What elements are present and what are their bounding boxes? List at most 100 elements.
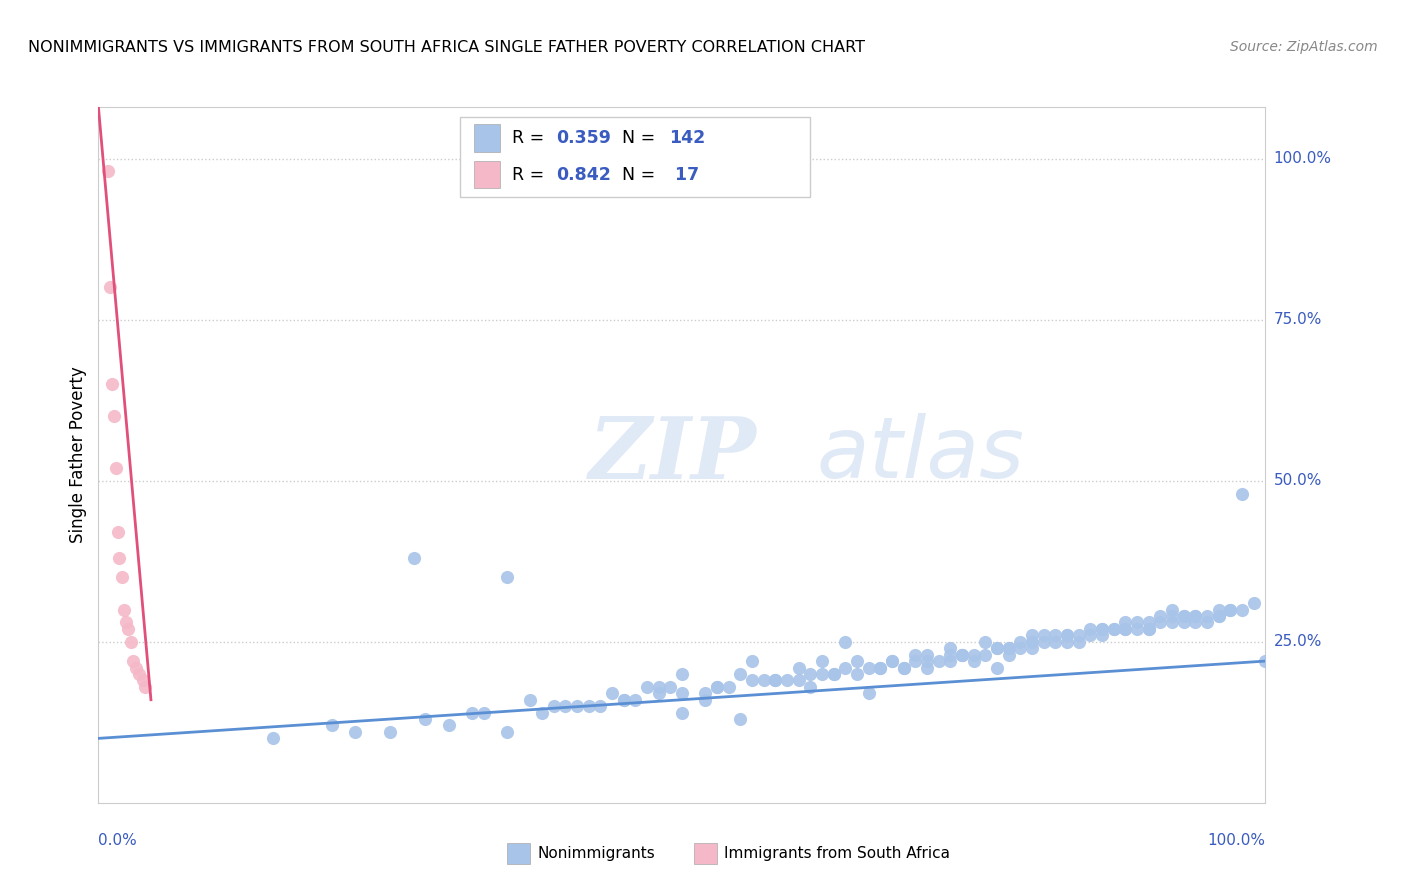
Point <box>1091 628 1114 642</box>
Point <box>1243 596 1265 610</box>
Point <box>1056 628 1078 642</box>
Point <box>1056 634 1078 648</box>
Point <box>1126 622 1149 636</box>
Point <box>1161 609 1184 624</box>
Point <box>1184 615 1206 630</box>
Point <box>1173 615 1195 630</box>
Point <box>695 686 717 700</box>
Point <box>115 615 138 630</box>
Point <box>869 660 891 674</box>
Point <box>496 570 519 584</box>
Point <box>671 686 693 700</box>
Point <box>1219 602 1241 616</box>
Point <box>647 680 669 694</box>
Point <box>939 648 962 662</box>
Point <box>1091 622 1114 636</box>
Point <box>974 648 997 662</box>
Point <box>496 725 519 739</box>
Point <box>986 641 1008 656</box>
Point <box>915 654 938 668</box>
Point <box>543 699 565 714</box>
Point <box>120 634 142 648</box>
Point <box>1102 622 1125 636</box>
Text: 142: 142 <box>669 129 706 147</box>
Point <box>823 667 845 681</box>
Point <box>904 648 927 662</box>
Point <box>823 667 845 681</box>
Point <box>1230 486 1253 500</box>
Point <box>112 602 135 616</box>
Point <box>613 692 636 706</box>
Point <box>1184 609 1206 624</box>
Point <box>554 699 576 714</box>
Point <box>413 712 436 726</box>
Point <box>939 654 962 668</box>
Point <box>799 667 821 681</box>
Point <box>344 725 367 739</box>
Text: 100.0%: 100.0% <box>1274 151 1331 166</box>
Bar <box>474 161 501 188</box>
Point <box>787 673 810 688</box>
Point <box>939 641 962 656</box>
Point <box>1149 615 1171 630</box>
Point <box>776 673 799 688</box>
Point <box>1161 602 1184 616</box>
Point <box>915 660 938 674</box>
Point <box>950 648 973 662</box>
Point <box>1032 628 1054 642</box>
Text: 17: 17 <box>669 166 699 184</box>
Point <box>1080 628 1102 642</box>
Text: 50.0%: 50.0% <box>1274 473 1322 488</box>
Point <box>472 706 495 720</box>
Point <box>565 699 588 714</box>
Point <box>1126 615 1149 630</box>
Point <box>1149 609 1171 624</box>
Text: NONIMMIGRANTS VS IMMIGRANTS FROM SOUTH AFRICA SINGLE FATHER POVERTY CORRELATION : NONIMMIGRANTS VS IMMIGRANTS FROM SOUTH A… <box>28 40 865 55</box>
Point <box>880 654 903 668</box>
FancyBboxPatch shape <box>460 118 810 197</box>
Text: N =: N = <box>623 166 661 184</box>
Point <box>846 654 869 668</box>
Text: R =: R = <box>512 166 550 184</box>
Text: Nonimmigrants: Nonimmigrants <box>537 847 655 861</box>
Point <box>530 706 553 720</box>
Point <box>811 667 834 681</box>
Y-axis label: Single Father Poverty: Single Father Poverty <box>69 367 87 543</box>
Point <box>1056 628 1078 642</box>
Point <box>928 654 950 668</box>
Point <box>1137 622 1160 636</box>
Point <box>997 641 1019 656</box>
Point <box>519 692 541 706</box>
Point <box>1230 602 1253 616</box>
Point <box>1114 622 1136 636</box>
Point <box>1091 622 1114 636</box>
Point <box>98 280 121 294</box>
Point <box>741 654 763 668</box>
Point <box>1021 634 1043 648</box>
Text: Source: ZipAtlas.com: Source: ZipAtlas.com <box>1230 40 1378 54</box>
Point <box>111 570 134 584</box>
Point <box>104 460 127 475</box>
Point <box>1067 634 1090 648</box>
Point <box>321 718 343 732</box>
Point <box>671 706 693 720</box>
Point <box>1010 641 1032 656</box>
Point <box>1114 615 1136 630</box>
Point <box>858 686 880 700</box>
Point <box>986 660 1008 674</box>
Bar <box>474 124 501 153</box>
Point <box>1045 634 1067 648</box>
Point <box>671 667 693 681</box>
Text: 0.0%: 0.0% <box>98 833 138 848</box>
Point <box>578 699 600 714</box>
Point <box>846 667 869 681</box>
Point <box>1137 615 1160 630</box>
Point <box>1254 654 1277 668</box>
Point <box>730 667 752 681</box>
Text: ZIP: ZIP <box>589 413 756 497</box>
Point <box>869 660 891 674</box>
Point <box>101 377 124 392</box>
Point <box>117 622 139 636</box>
Point <box>132 673 155 688</box>
Text: 75.0%: 75.0% <box>1274 312 1322 327</box>
